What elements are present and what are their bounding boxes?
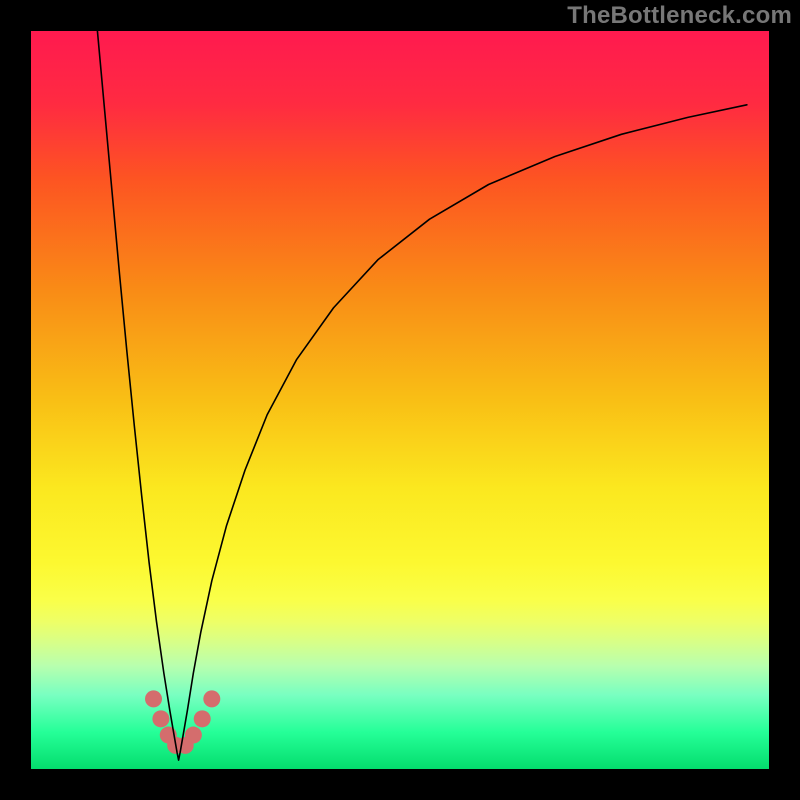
chart-container: { "watermark": { "text": "TheBottleneck.…: [0, 0, 800, 800]
plot-area: [31, 31, 769, 769]
bottom-dot: [203, 690, 220, 707]
bottleneck-chart-svg: [31, 31, 769, 769]
bottom-dot: [145, 690, 162, 707]
bottom-dot: [152, 710, 169, 727]
gradient-background: [31, 31, 769, 769]
bottom-dot: [185, 727, 202, 744]
bottom-dot: [194, 710, 211, 727]
watermark-text: TheBottleneck.com: [567, 2, 792, 30]
